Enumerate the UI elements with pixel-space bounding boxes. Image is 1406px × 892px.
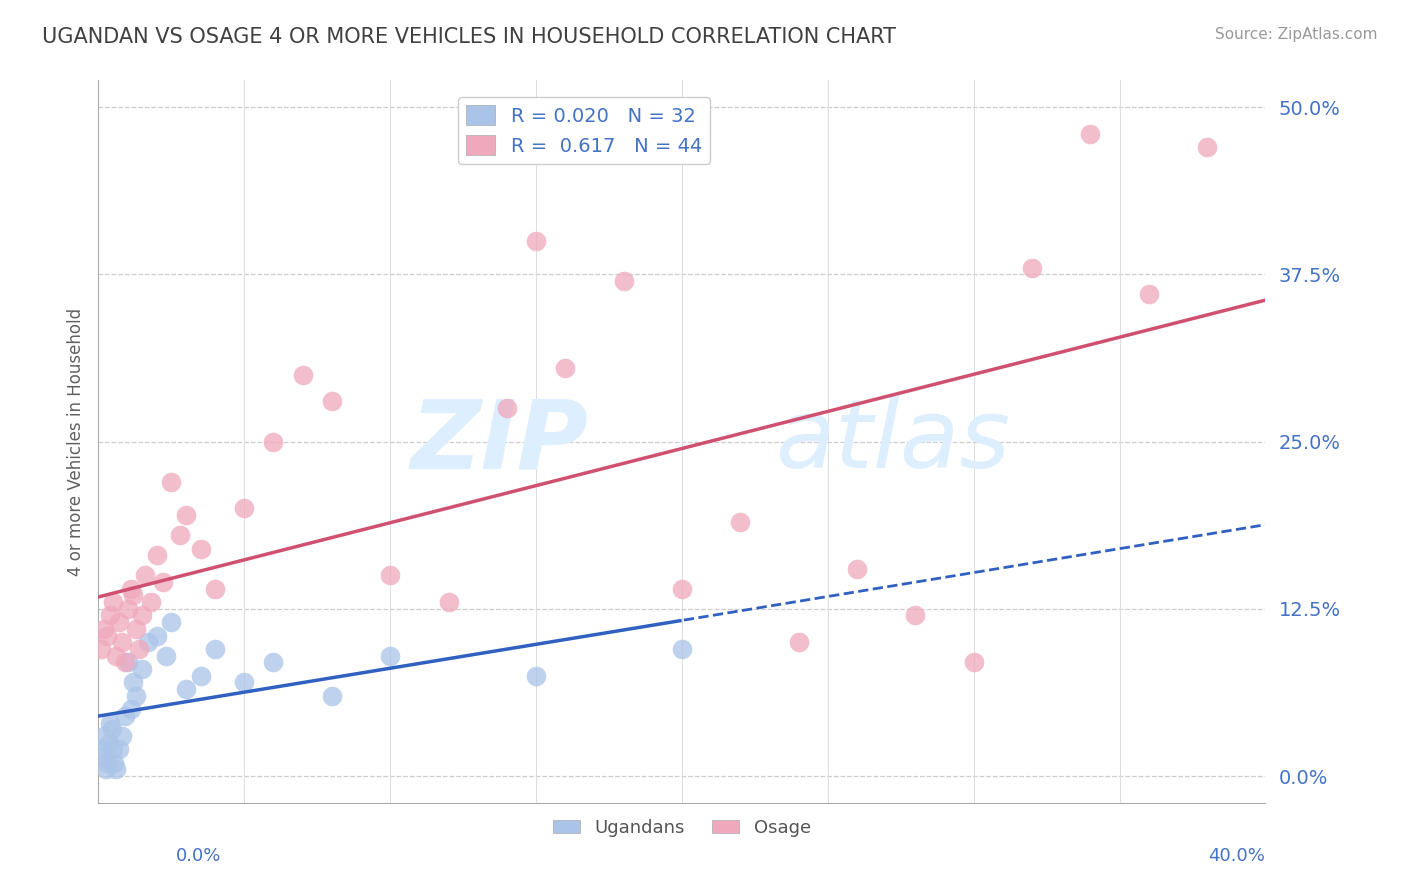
Point: [117, 655, 139, 669]
Point: [120, 702, 142, 716]
Point: [671, 582, 693, 596]
Point: [190, 541, 212, 556]
Point: [98, 715, 121, 730]
Point: [233, 675, 256, 690]
Point: [904, 608, 927, 623]
Point: [321, 394, 343, 409]
Point: [134, 568, 156, 582]
Point: [233, 501, 256, 516]
Point: [139, 595, 162, 609]
Point: [524, 669, 547, 683]
Point: [96, 756, 118, 770]
Point: [111, 635, 134, 649]
Point: [160, 475, 183, 489]
Point: [524, 234, 547, 248]
Point: [146, 628, 169, 642]
Point: [380, 568, 402, 582]
Point: [169, 528, 191, 542]
Text: UGANDAN VS OSAGE 4 OR MORE VEHICLES IN HOUSEHOLD CORRELATION CHART: UGANDAN VS OSAGE 4 OR MORE VEHICLES IN H…: [42, 27, 896, 46]
Point: [204, 642, 226, 657]
Point: [554, 361, 576, 376]
Point: [103, 756, 125, 770]
Point: [496, 401, 519, 416]
Point: [380, 648, 402, 663]
Point: [190, 669, 212, 683]
Point: [111, 729, 134, 743]
Point: [120, 582, 142, 596]
Text: ZIP: ZIP: [411, 395, 589, 488]
Point: [90, 742, 112, 756]
Point: [1021, 260, 1043, 275]
Point: [613, 274, 636, 288]
Point: [122, 675, 145, 690]
Point: [160, 615, 183, 630]
Point: [114, 708, 136, 723]
Point: [1137, 287, 1160, 301]
Point: [131, 608, 153, 623]
Point: [122, 589, 145, 603]
Point: [90, 642, 112, 657]
Y-axis label: 4 or more Vehicles in Household: 4 or more Vehicles in Household: [66, 308, 84, 575]
Point: [174, 681, 197, 696]
Point: [1080, 127, 1102, 141]
Legend: Ugandans, Osage: Ugandans, Osage: [546, 812, 818, 845]
Point: [104, 762, 127, 776]
Point: [101, 742, 124, 756]
Point: [98, 608, 121, 623]
Point: [131, 662, 153, 676]
Point: [93, 622, 115, 636]
Point: [263, 434, 285, 449]
Point: [96, 628, 118, 642]
Point: [204, 582, 226, 596]
Point: [437, 595, 460, 609]
Point: [155, 648, 177, 663]
Point: [263, 655, 285, 669]
Point: [114, 655, 136, 669]
Point: [125, 622, 148, 636]
Point: [101, 595, 124, 609]
Point: [152, 574, 174, 589]
Point: [108, 742, 131, 756]
Point: [671, 642, 693, 657]
Point: [174, 508, 197, 523]
Point: [93, 729, 115, 743]
Point: [730, 515, 752, 529]
Point: [128, 642, 150, 657]
Point: [108, 615, 131, 630]
Point: [94, 762, 117, 776]
Text: 0.0%: 0.0%: [176, 847, 221, 865]
Point: [97, 735, 120, 749]
Text: 40.0%: 40.0%: [1209, 847, 1265, 865]
Point: [100, 723, 122, 737]
Point: [291, 368, 314, 382]
Point: [91, 749, 114, 764]
Point: [117, 602, 139, 616]
Point: [321, 689, 343, 703]
Text: Source: ZipAtlas.com: Source: ZipAtlas.com: [1215, 27, 1378, 42]
Point: [846, 562, 869, 576]
Point: [962, 655, 984, 669]
Point: [1197, 140, 1219, 154]
Point: [125, 689, 148, 703]
Point: [146, 548, 169, 563]
Point: [104, 648, 127, 663]
Point: [136, 635, 159, 649]
Point: [787, 635, 810, 649]
Text: atlas: atlas: [775, 395, 1011, 488]
